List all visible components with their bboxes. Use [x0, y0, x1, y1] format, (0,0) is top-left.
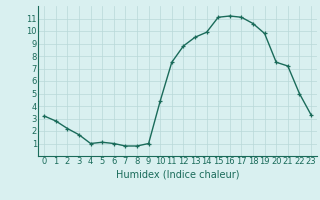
X-axis label: Humidex (Indice chaleur): Humidex (Indice chaleur): [116, 169, 239, 179]
